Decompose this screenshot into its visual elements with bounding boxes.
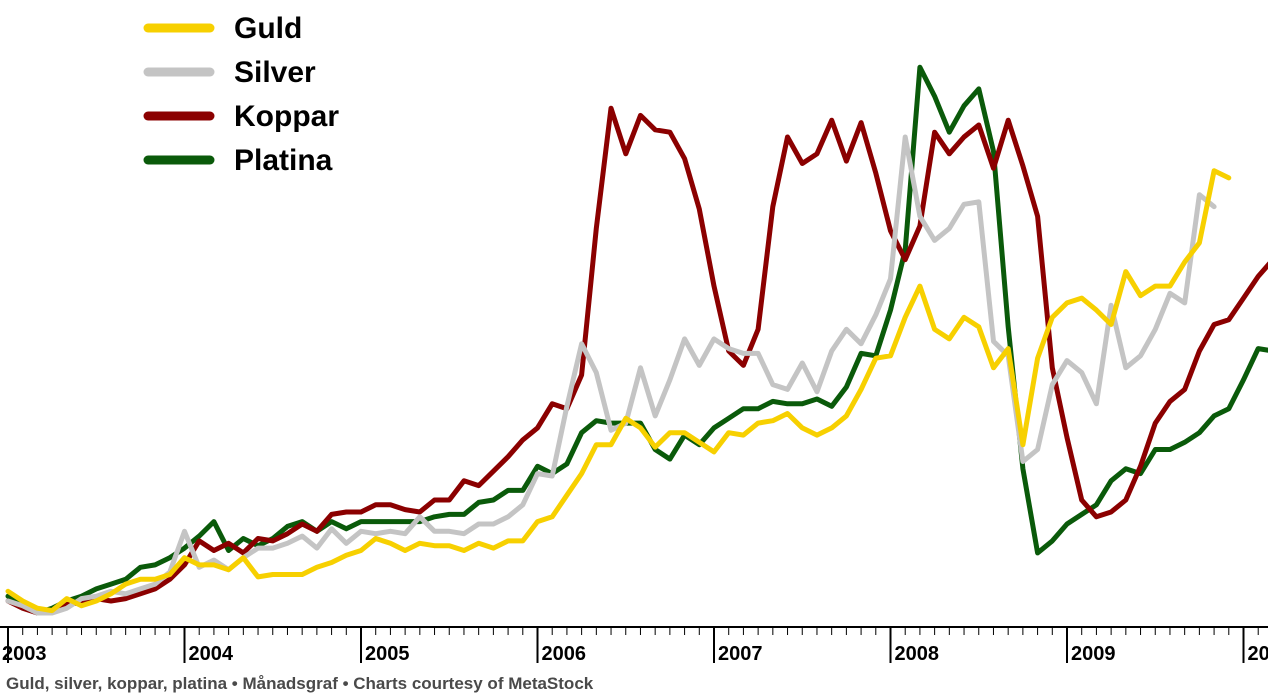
- x-tick-label-4: 2007: [718, 643, 763, 665]
- legend-label-silver: Silver: [234, 56, 316, 89]
- legend-label-guld: Guld: [234, 12, 302, 45]
- series-line-guld: [5, 168, 1232, 614]
- x-axis: 2003 2004 2005 2006 2007 2008 2009 20: [0, 626, 1268, 665]
- legend-label-platina: Platina: [234, 144, 333, 177]
- legend-label-koppar: Koppar: [234, 100, 339, 133]
- x-tick-label-3: 2006: [542, 643, 587, 665]
- chart-caption: Guld, silver, koppar, platina • Månadsgr…: [6, 674, 594, 693]
- legend: Guld Silver Koppar Platina: [143, 12, 339, 177]
- x-tick-label-7: 20: [1248, 643, 1268, 665]
- series-line-platina: [5, 64, 1268, 616]
- series-line-koppar: [5, 105, 1268, 616]
- x-tick-label-5: 2008: [895, 643, 940, 665]
- x-tick-label-2: 2005: [365, 643, 410, 665]
- x-tick-label-6: 2009: [1071, 643, 1116, 665]
- x-tick-label-1: 2004: [189, 643, 234, 665]
- series-lines: [5, 64, 1268, 616]
- x-tick-label-0: 2003: [2, 643, 47, 665]
